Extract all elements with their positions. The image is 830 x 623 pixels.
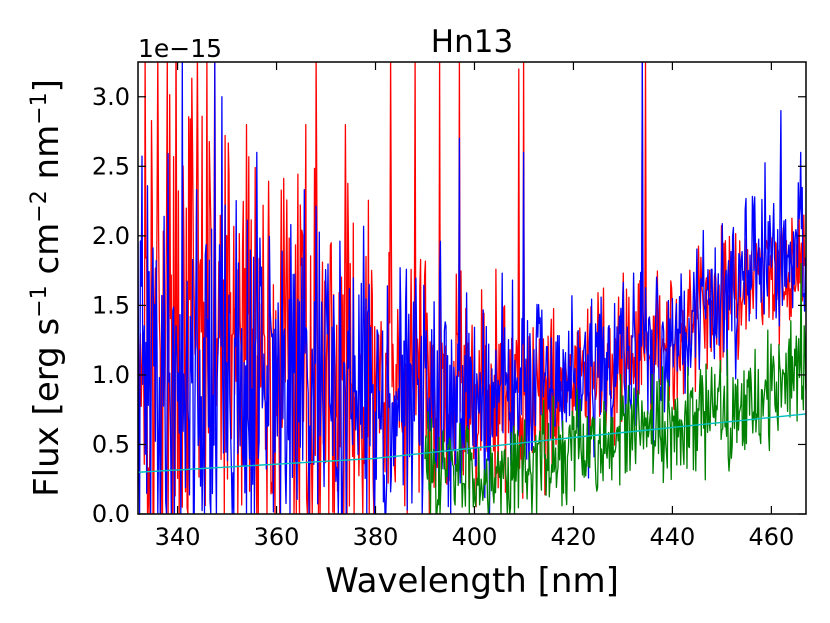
x-axis: 340 360 380 400 420 440 460 — [155, 62, 794, 551]
y-tick-label: 3.0 — [92, 83, 130, 111]
x-tick-label: 400 — [452, 523, 498, 551]
chart-title: Hn13 — [431, 24, 513, 60]
y-offset-text: 1e−15 — [138, 34, 222, 63]
y-label-exponent: −2 — [27, 190, 52, 222]
series-layer — [138, 62, 806, 514]
y-label-part: nm — [27, 125, 67, 190]
y-axis-label: Flux [erg s−1 cm−2 nm−1] — [27, 79, 68, 497]
x-tick-label: 420 — [551, 523, 597, 551]
y-tick-label: 0.5 — [92, 430, 130, 458]
x-axis-label: Wavelength [nm] — [325, 561, 619, 601]
x-tick-label: 360 — [254, 523, 300, 551]
x-tick-label: 460 — [748, 523, 794, 551]
y-axis: 0.0 0.5 1.0 1.5 2.0 2.5 3.0 — [92, 83, 806, 528]
y-tick-label: 2.0 — [92, 222, 130, 250]
y-tick-label: 1.5 — [92, 291, 130, 319]
x-tick-label: 440 — [649, 523, 695, 551]
series-line-cyan-model — [138, 413, 806, 473]
y-label-exponent: −1 — [27, 92, 52, 124]
y-label-part: ] — [27, 79, 67, 92]
plot-frame — [137, 61, 807, 515]
y-tick-label: 0.0 — [92, 500, 130, 528]
x-tick-label: 380 — [353, 523, 399, 551]
y-label-part: cm — [27, 223, 67, 286]
series-line-blue-spectrum — [138, 62, 806, 514]
y-label-part: Flux [erg s — [27, 318, 67, 497]
y-label-exponent: −1 — [27, 285, 52, 317]
y-tick-label: 1.0 — [92, 361, 130, 389]
y-tick-label: 2.5 — [92, 152, 130, 180]
series-line-green-spectrum — [424, 263, 806, 514]
x-tick-label: 340 — [155, 523, 201, 551]
